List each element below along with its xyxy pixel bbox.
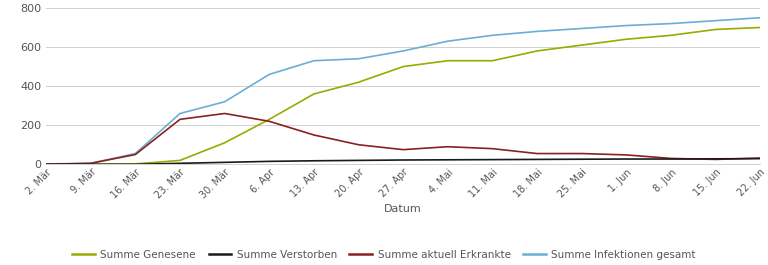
Legend: Summe Genesene, Summe Verstorben, Summe aktuell Erkrankte, Summe Infektionen ges: Summe Genesene, Summe Verstorben, Summe … <box>72 250 696 260</box>
X-axis label: Datum: Datum <box>384 205 422 214</box>
